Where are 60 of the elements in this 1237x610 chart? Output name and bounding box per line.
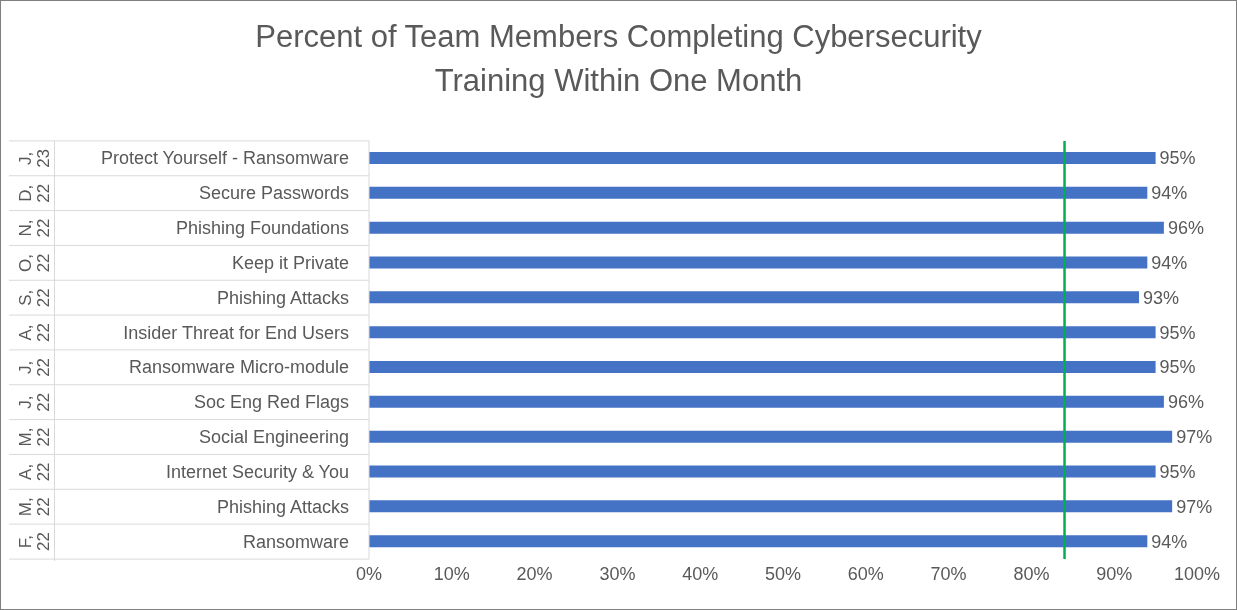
data-label: 97% bbox=[1176, 427, 1213, 448]
data-label: 94% bbox=[1151, 183, 1188, 204]
y-tick-label: Keep it Private bbox=[231, 252, 349, 273]
data-label: 96% bbox=[1167, 218, 1204, 239]
y-tick-label: Social Engineering bbox=[198, 427, 349, 448]
text: S, 22 bbox=[16, 288, 53, 308]
text: J, 22 bbox=[16, 392, 53, 412]
x-tick-label: 60% bbox=[847, 563, 884, 584]
text: A, 22 bbox=[16, 323, 53, 343]
bar bbox=[369, 256, 1148, 269]
bar bbox=[369, 535, 1148, 548]
data-label: 95% bbox=[1159, 148, 1196, 169]
y-tick-label: Soc Eng Red Flags bbox=[193, 392, 349, 413]
text: M, 22 bbox=[16, 427, 53, 447]
x-tick-label: 40% bbox=[682, 563, 719, 584]
bar bbox=[369, 500, 1173, 513]
y-tick-label: Insider Threat for End Users bbox=[123, 322, 349, 343]
x-tick-label: 20% bbox=[516, 563, 553, 584]
text: A, 22 bbox=[16, 462, 53, 482]
y-tick-label: Secure Passwords bbox=[198, 183, 349, 204]
text: M, 22 bbox=[16, 497, 53, 517]
chart-title: Percent of Team Members Completing Cybersecurity Training Within One Month bbox=[254, 17, 983, 100]
y-tick-label: Ransomware bbox=[242, 531, 349, 552]
x-tick-label: 0% bbox=[355, 563, 383, 584]
x-tick-label: 80% bbox=[1013, 563, 1050, 584]
text: D, 22 bbox=[16, 183, 53, 203]
x-tick-label: 10% bbox=[433, 563, 470, 584]
y-tick-label: Phishing Foundations bbox=[175, 218, 349, 239]
bar bbox=[369, 430, 1173, 443]
data-label: 95% bbox=[1159, 322, 1196, 343]
y-tick-label: Protect Yourself - Ransomware bbox=[100, 148, 349, 169]
data-label: 93% bbox=[1143, 287, 1180, 308]
y-tick-label: Phishing Attacks bbox=[216, 496, 349, 517]
x-tick-label: 90% bbox=[1096, 563, 1133, 584]
data-label: 94% bbox=[1151, 252, 1188, 273]
text: F, 22 bbox=[16, 532, 53, 552]
x-tick-label: 30% bbox=[599, 563, 636, 584]
text: O, 22 bbox=[16, 253, 53, 273]
y-tick-label: Internet Security & You bbox=[165, 461, 349, 482]
text: J, 23 bbox=[16, 148, 53, 168]
bar bbox=[369, 465, 1156, 478]
data-label: 94% bbox=[1151, 531, 1188, 552]
bar bbox=[369, 326, 1156, 339]
data-label: 96% bbox=[1167, 392, 1204, 413]
bar bbox=[369, 221, 1164, 234]
bar bbox=[369, 186, 1148, 199]
bar bbox=[369, 395, 1164, 408]
bar bbox=[369, 291, 1140, 304]
y-tick-label: Phishing Attacks bbox=[216, 287, 349, 308]
bar bbox=[369, 152, 1156, 164]
data-label: 95% bbox=[1159, 461, 1196, 482]
x-tick-label: 100% bbox=[1173, 563, 1221, 584]
text: N, 22 bbox=[16, 218, 53, 238]
x-tick-label: 50% bbox=[764, 563, 802, 584]
x-tick-label: 70% bbox=[930, 563, 967, 584]
y-tick-label: Ransomware Micro-module bbox=[128, 357, 349, 378]
data-label: 95% bbox=[1159, 357, 1196, 378]
text: J, 22 bbox=[16, 357, 53, 377]
bar bbox=[369, 361, 1156, 373]
data-label: 97% bbox=[1176, 496, 1213, 517]
